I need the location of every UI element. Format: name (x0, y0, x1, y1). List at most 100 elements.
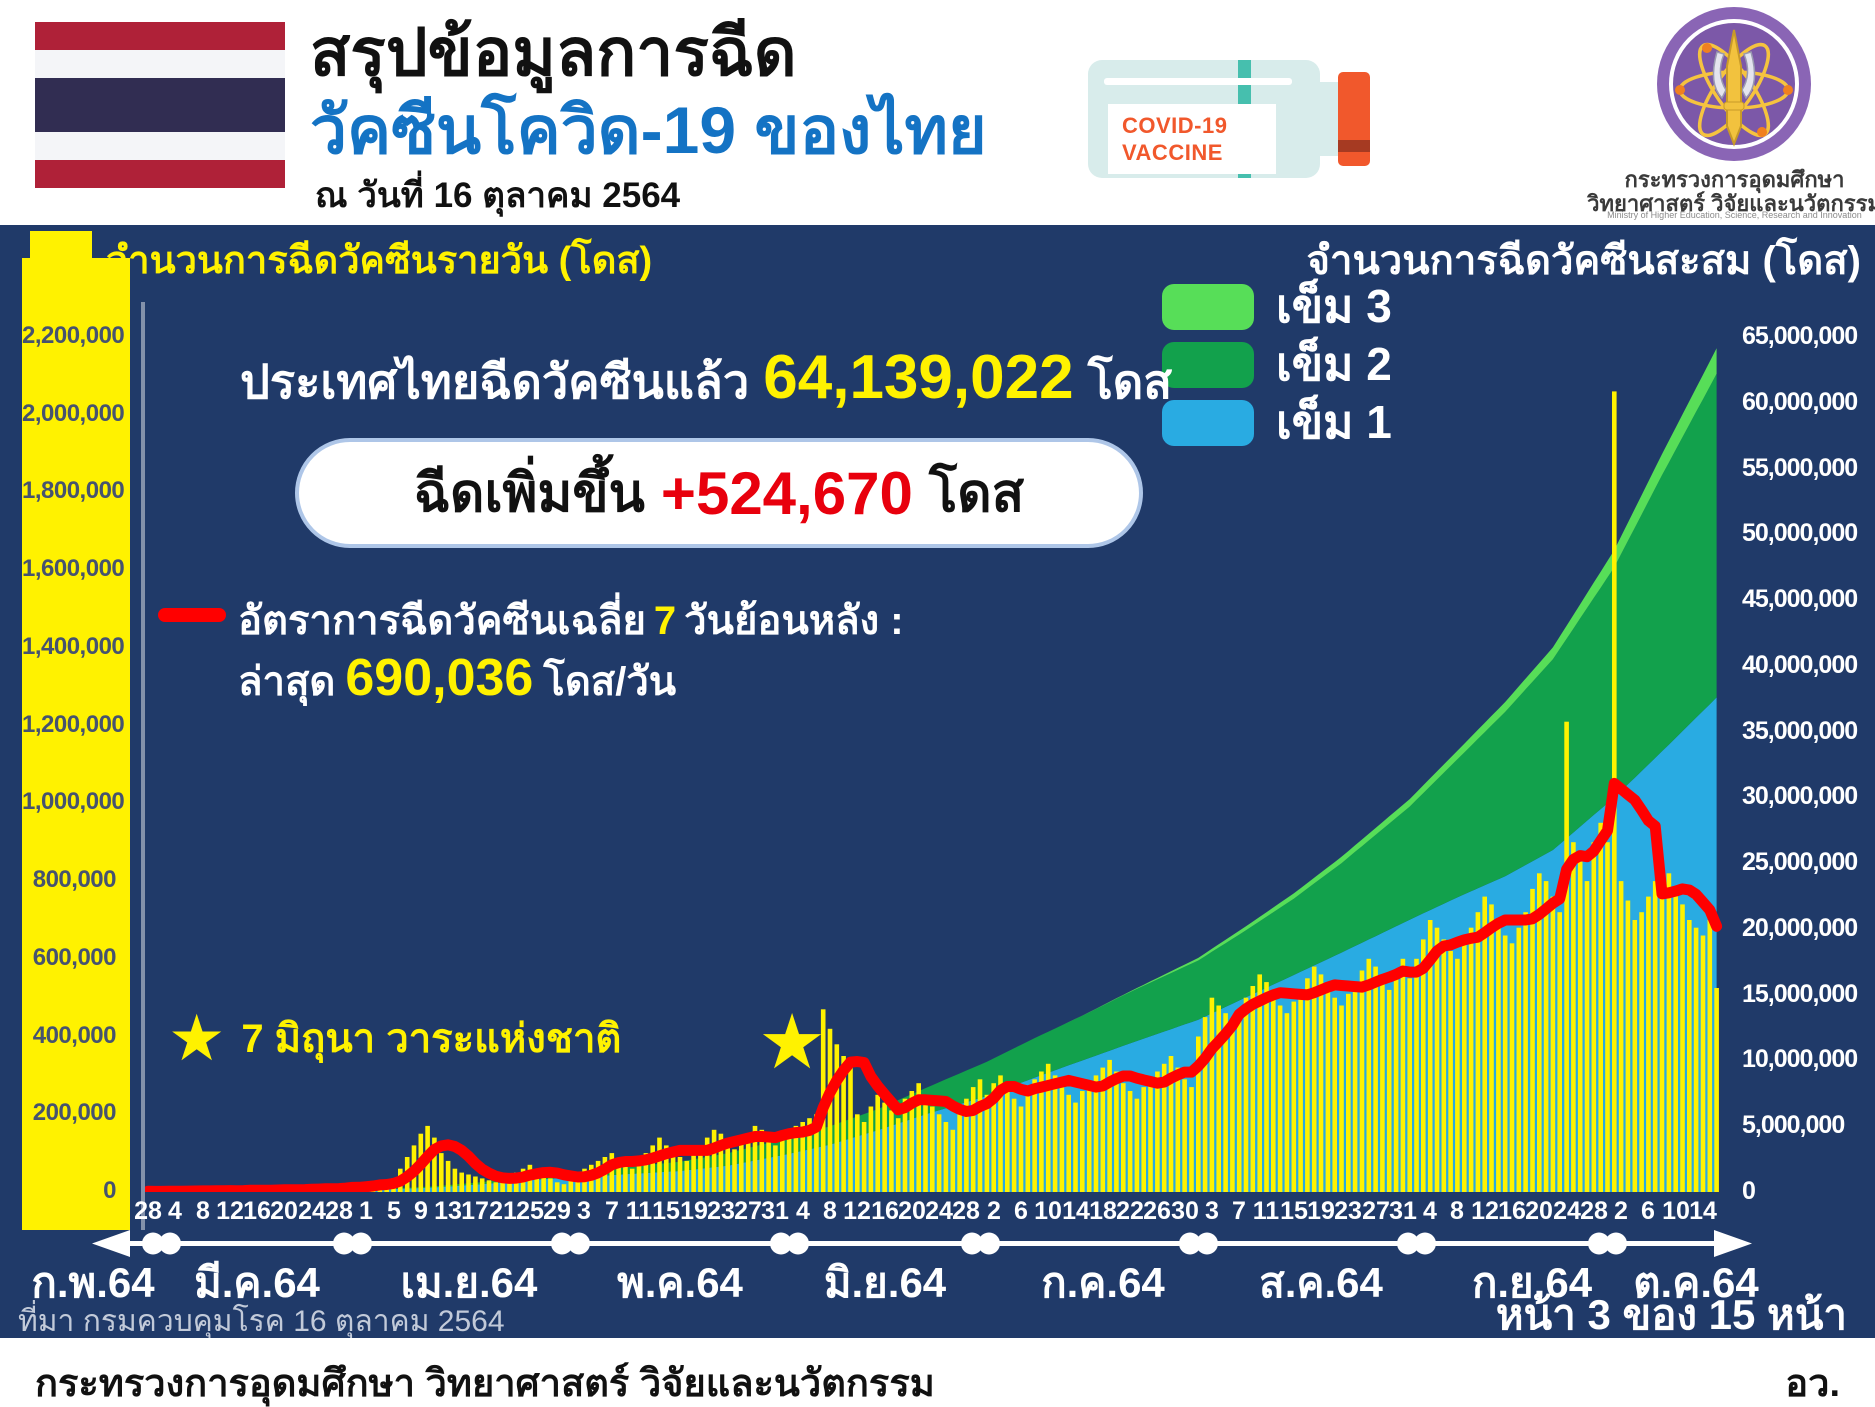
day-tick: 15 (652, 1197, 680, 1225)
avg-rate-value: 690,036 (345, 649, 534, 707)
day-tick: 6 (1014, 1197, 1028, 1225)
day-tick: 23 (707, 1197, 735, 1225)
month-timeline (0, 1228, 1875, 1264)
flag-stripe-red (35, 160, 285, 188)
star-icon: ★ (168, 1002, 226, 1074)
day-tick: 31 (1389, 1197, 1417, 1225)
daily-increase-pill: ฉีดเพิ่มขึ้น +524,670 โดส (295, 438, 1143, 548)
left-axis-tick: 1,200,000 (22, 711, 125, 738)
day-tick: 10 (1662, 1197, 1690, 1225)
month-label: เม.ย.64 (400, 1259, 538, 1306)
month-label: ก.ค.64 (1041, 1259, 1165, 1306)
page-number: หน้า 3 ของ 15 หน้า (1495, 1291, 1847, 1338)
left-axis-title: จำนวนการฉีดวัคซีนรายวัน (โดส) (106, 240, 653, 282)
day-tick: 28 (952, 1197, 980, 1225)
vial-neck (1316, 82, 1340, 156)
area-dose1 (148, 697, 1717, 1192)
month-label: ก.ย.64 (1471, 1259, 1593, 1306)
avg-rate-line1-post: วันย้อนหลัง : (684, 599, 904, 643)
right-axis-tick: 45,000,000 (1742, 585, 1858, 613)
flag-stripe-red (35, 22, 285, 50)
avg-rate-window: 7 (653, 599, 677, 643)
national-agenda-note: ★ 7 มิถุนา วาระแห่งชาติ (168, 1006, 621, 1070)
day-tick: 12 (216, 1197, 244, 1225)
right-axis-tick: 20,000,000 (1742, 914, 1858, 942)
right-axis-tick: 15,000,000 (1742, 980, 1858, 1008)
right-axis-title: จำนวนการฉีดวัคซีนสะสม (โดส) (1306, 239, 1861, 283)
day-tick: 3 (577, 1197, 591, 1225)
day-tick: 24 (1553, 1197, 1581, 1225)
flag-stripe-blue (35, 78, 285, 132)
day-tick: 28 (325, 1197, 353, 1225)
left-axis-tick: 1,000,000 (22, 788, 125, 815)
page-title: สรุปข้อมูลการฉีด (310, 15, 797, 89)
day-tick: 5 (387, 1197, 401, 1225)
right-axis-tick: 60,000,000 (1742, 388, 1858, 416)
right-axis-tick: 25,000,000 (1742, 848, 1858, 876)
legend-item-dose1: เข็ม 1 (1162, 386, 1392, 459)
vial-highlight (1104, 78, 1292, 85)
chart-plot: ★ (142, 300, 1745, 1197)
day-tick: 11 (1252, 1197, 1280, 1225)
left-axis-tick: 1,800,000 (22, 477, 125, 504)
day-tick: 25 (516, 1197, 544, 1225)
right-axis-tick: 50,000,000 (1742, 519, 1858, 547)
vial-cap (1338, 72, 1370, 166)
day-tick: 28 (1580, 1197, 1608, 1225)
day-tick: 11 (625, 1197, 653, 1225)
day-tick: 21 (489, 1197, 517, 1225)
avg-rate-line2-pre: ล่าสุด (238, 660, 336, 704)
right-axis-tick: 40,000,000 (1742, 651, 1858, 679)
day-tick: 30 (1171, 1197, 1199, 1225)
avg-rate-line2: ล่าสุด 690,036 โดส/วัน (238, 648, 676, 713)
footer-ministry: กระทรวงการอุดมศึกษา วิทยาศาสตร์ วิจัยและ… (35, 1363, 935, 1405)
total-doses-suffix: โดส (1087, 355, 1173, 408)
ministry-emblem-icon (1657, 7, 1811, 161)
ministry-name-line1: กระทรวงการอุดมศึกษา (1624, 167, 1845, 192)
right-axis-tick: 35,000,000 (1742, 717, 1858, 745)
increase-value: +524,670 (660, 459, 913, 527)
day-tick: 16 (1498, 1197, 1526, 1225)
day-tick: 20 (270, 1197, 298, 1225)
day-tick: 27 (734, 1197, 762, 1225)
vial-label: COVID-19 VACCINE (1108, 104, 1276, 174)
day-tick: 17 (461, 1197, 489, 1225)
left-axis-tick: 600,000 (32, 944, 117, 971)
left-axis-tick: 1,400,000 (22, 633, 125, 660)
day-tick: 19 (680, 1197, 708, 1225)
covid-vaccine-icon: COVID-19 VACCINE (1088, 48, 1378, 190)
footer-abbrev: อว. (1785, 1363, 1840, 1405)
month-label: มี.ค.64 (194, 1259, 320, 1306)
right-axis-tick: 30,000,000 (1742, 782, 1858, 810)
legend-item-dose3: เข็ม 3 (1162, 270, 1392, 343)
day-tick: 1 (359, 1197, 373, 1225)
left-axis-band (22, 258, 130, 1230)
day-tick: 8 (823, 1197, 837, 1225)
chart-star-icon: ★ (758, 1000, 826, 1085)
month-label: พ.ค.64 (617, 1259, 743, 1306)
left-axis-tick: 1,600,000 (22, 555, 125, 582)
left-axis-tick: 2,200,000 (22, 322, 125, 349)
national-agenda-text: 7 มิถุนา วาระแห่งชาติ (241, 1017, 622, 1061)
day-tick: 12 (1471, 1197, 1499, 1225)
y-axis-line (141, 302, 145, 1230)
day-tick: 8 (1450, 1197, 1464, 1225)
legend-label-dose3: เข็ม 3 (1276, 280, 1392, 332)
vial-label-line1: COVID-19 (1122, 112, 1228, 138)
day-tick: 16 (243, 1197, 271, 1225)
day-tick: 4 (796, 1197, 810, 1225)
month-label: ต.ค.64 (1633, 1259, 1759, 1306)
total-doses-prefix: ประเทศไทยฉีดวัคซีนแล้ว (240, 355, 750, 408)
right-axis-tick: 0 (1742, 1177, 1756, 1205)
increase-suffix: โดส (928, 464, 1025, 523)
day-tick: 29 (543, 1197, 571, 1225)
day-tick: 20 (1525, 1197, 1553, 1225)
month-label: มิ.ย.64 (823, 1259, 947, 1306)
day-tick: 22 (1116, 1197, 1144, 1225)
day-tick: 19 (1307, 1197, 1335, 1225)
day-tick: 9 (414, 1197, 428, 1225)
vial-label-line2: VACCINE (1122, 140, 1223, 165)
footer: กระทรวงการอุดมศึกษา วิทยาศาสตร์ วิจัยและ… (0, 1338, 1875, 1407)
day-tick: 2 (987, 1197, 1001, 1225)
